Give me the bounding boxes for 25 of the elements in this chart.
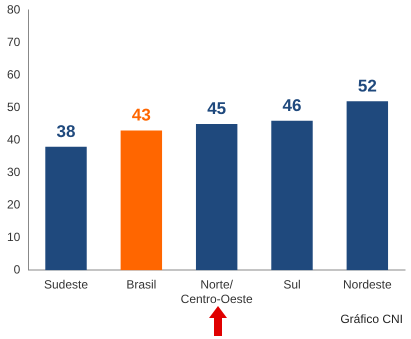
y-tick-label: 50 (6, 100, 21, 114)
y-tick-label: 40 (6, 132, 21, 147)
data-label: 52 (358, 76, 377, 96)
y-tick-label: 20 (6, 198, 21, 212)
y-tick-label: 60 (6, 68, 21, 82)
x-tick-label: Sul (283, 278, 301, 292)
data-label: 45 (207, 99, 226, 118)
y-tick-label: 80 (6, 2, 21, 17)
bar (120, 130, 162, 270)
y-tick-label: 70 (6, 35, 21, 50)
y-tick-label: 10 (6, 230, 21, 244)
bar (45, 146, 87, 270)
data-label: 46 (282, 96, 302, 115)
bar (346, 101, 388, 270)
x-tick-label: Sudeste (44, 278, 88, 292)
y-tick-label: 30 (6, 165, 21, 180)
text: Gráfico CNI (340, 312, 403, 326)
data-label: 38 (56, 122, 76, 141)
x-tick-label: Nordeste (342, 278, 392, 292)
y-tick-label: 0 (14, 262, 21, 277)
bar (196, 124, 238, 270)
x-tick-label: Brasil (126, 278, 156, 292)
data-label: 43 (132, 106, 151, 125)
bar (271, 120, 313, 270)
x-tick-label: Norte/Centro-Oeste (180, 278, 254, 306)
